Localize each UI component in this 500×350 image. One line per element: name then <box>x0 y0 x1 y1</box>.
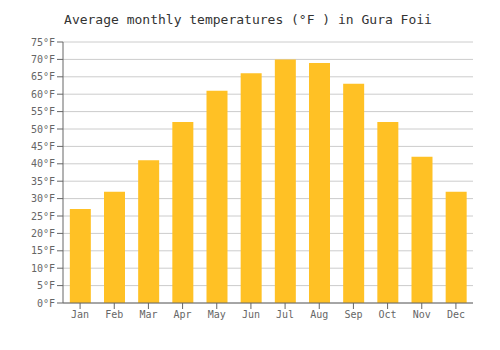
svg-text:75°F: 75°F <box>31 37 55 48</box>
svg-text:65°F: 65°F <box>31 71 55 82</box>
svg-text:35°F: 35°F <box>31 176 55 187</box>
svg-text:60°F: 60°F <box>31 89 55 100</box>
svg-text:Mar: Mar <box>139 309 157 320</box>
html-text:Average monthly temperatures (: Average monthly temperatures (°F ) in Gu… <box>64 12 432 27</box>
svg-text:5°F: 5°F <box>37 280 55 291</box>
svg-text:40°F: 40°F <box>31 158 55 169</box>
svg-text:50°F: 50°F <box>31 124 55 135</box>
svg-text:70°F: 70°F <box>31 54 55 65</box>
svg-text:Feb: Feb <box>105 309 123 320</box>
svg-text:Sep: Sep <box>344 309 362 320</box>
svg-text:10°F: 10°F <box>31 263 55 274</box>
svg-text:Oct: Oct <box>379 309 397 320</box>
svg-text:Jul: Jul <box>276 309 294 320</box>
svg-text:30°F: 30°F <box>31 193 55 204</box>
svg-text:Jan: Jan <box>71 309 89 320</box>
svg-text:Aug: Aug <box>310 309 328 320</box>
svg-text:May: May <box>208 309 226 320</box>
svg-text:Apr: Apr <box>174 309 192 320</box>
svg-text:Dec: Dec <box>447 309 465 320</box>
svg-text:45°F: 45°F <box>31 141 55 152</box>
svg-text:15°F: 15°F <box>31 245 55 256</box>
svg-text:Nov: Nov <box>413 309 431 320</box>
svg-text:Jun: Jun <box>242 309 260 320</box>
svg-text:20°F: 20°F <box>31 228 55 239</box>
svg-text:25°F: 25°F <box>31 211 55 222</box>
svg-text:0°F: 0°F <box>37 298 55 309</box>
svg-text:55°F: 55°F <box>31 106 55 117</box>
